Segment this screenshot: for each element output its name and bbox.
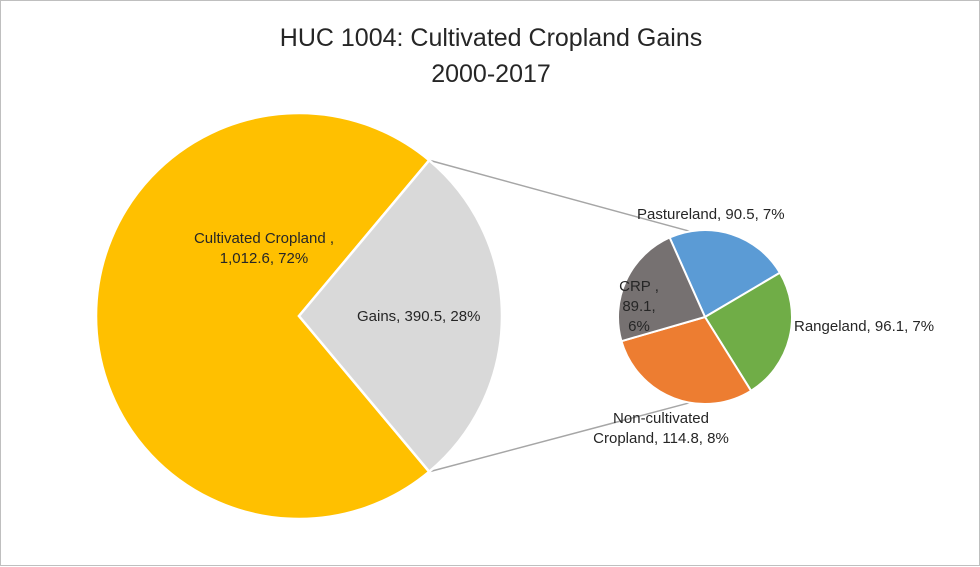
slice-cultivated-cropland bbox=[94, 111, 431, 521]
label-cultivated-line1: Cultivated Cropland , bbox=[193, 230, 335, 247]
slice-crp bbox=[617, 236, 707, 343]
slice-rangeland bbox=[703, 271, 793, 393]
label-cultivated-cropland: Cultivated Cropland , 1,012.6, 72% bbox=[184, 229, 344, 269]
label-noncult-line2: Cropland, 114.8, 8% bbox=[593, 430, 729, 447]
label-crp: CRP , 89.1, 6% bbox=[619, 277, 659, 337]
label-rangeland: Rangeland, 96.1, 7% bbox=[794, 318, 935, 335]
chart-title-line2: 2000-2017 bbox=[431, 60, 551, 88]
slice-non-cultivated-cropland bbox=[620, 315, 753, 405]
label-non-cultivated-cropland: Non-cultivated Cropland, 114.8, 8% bbox=[581, 409, 741, 449]
slice-gains bbox=[297, 158, 504, 474]
label-cultivated-line2: 1,012.6, 72% bbox=[219, 250, 309, 267]
label-noncult-line1: Non-cultivated bbox=[613, 410, 709, 427]
connector-line-top bbox=[429, 159, 691, 233]
label-gains: Gains, 390.5, 28% bbox=[357, 308, 481, 325]
slice-pastureland bbox=[668, 229, 782, 319]
connector-line-bottom bbox=[429, 401, 691, 473]
label-crp-line3: 6% bbox=[628, 318, 650, 335]
chart-title-line1: HUC 1004: Cultivated Cropland Gains bbox=[279, 24, 703, 52]
label-crp-line1: CRP , bbox=[619, 278, 659, 295]
label-pastureland: Pastureland, 90.5, 7% bbox=[637, 206, 785, 223]
label-crp-line2: 89.1, bbox=[622, 298, 656, 315]
